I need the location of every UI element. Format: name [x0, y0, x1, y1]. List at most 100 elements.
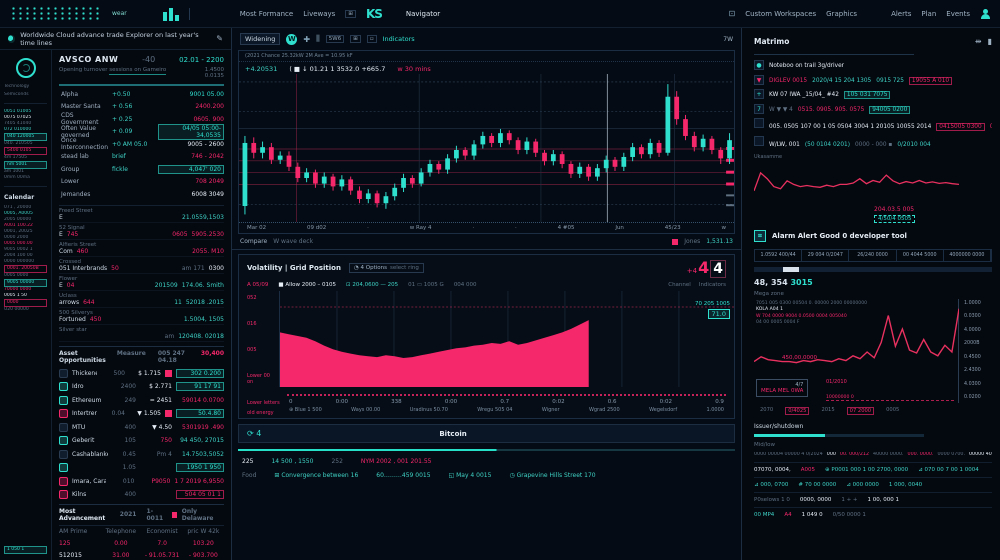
- stats-row[interactable]: 00 MP4 A4 1 049 0 0/50 0000 1: [754, 506, 992, 522]
- horizontal-scrollbar[interactable]: [754, 266, 992, 272]
- rail-number[interactable]: 0005, A0005: [4, 211, 33, 216]
- footer-stat[interactable]: Food: [242, 472, 257, 479]
- asset-row[interactable]: Cashablanked 0.45 Pm 4 14.7503,5052: [59, 448, 224, 462]
- rail-number[interactable]: 0005 000.00: [4, 241, 33, 246]
- legend-item[interactable]: 004 000: [453, 282, 477, 288]
- column-header[interactable]: 00 4044 5000: [897, 249, 944, 261]
- footer-stat[interactable]: ◷ Grapevine Hills Street 170: [509, 472, 596, 479]
- alert-row[interactable]: ● Noteboo on trail 3g/driver: [754, 60, 992, 70]
- asset-row[interactable]: Intertrend 0.04 ▼ 1.505 50.4.80: [59, 407, 224, 421]
- nav-item-workspaces[interactable]: Custom Workspaces: [745, 9, 817, 18]
- indicators-link[interactable]: Indicators: [382, 35, 415, 43]
- sparkline-chart[interactable]: [754, 160, 959, 204]
- refresh-icon[interactable]: ⟳ 4: [247, 429, 262, 438]
- asset-row[interactable]: Geberit 105 750 94 450, 27015: [59, 434, 224, 448]
- user-avatar-icon[interactable]: [980, 8, 990, 19]
- asset-row[interactable]: 1.05 1950 1 950: [59, 461, 224, 475]
- stat-row[interactable]: Lower 708 2049: [59, 176, 224, 189]
- alert-row[interactable]: ▼ DIGLEV 0015 2020/4 15 204 1305 0915 72…: [754, 74, 992, 85]
- alert-row[interactable]: W/LW, 001 (50 0104 0201) 0000 - 000 ▪ 0/…: [754, 135, 992, 148]
- rail-number[interactable]: A001 100.22: [4, 223, 33, 228]
- assets-measure[interactable]: Measure: [116, 349, 146, 357]
- stat-row[interactable]: Group fickle 4,047' 020: [59, 163, 224, 176]
- asset-row[interactable]: Idro 2400 $ 2.771 91 17 91: [59, 380, 224, 394]
- legend-item[interactable]: 01 ▭ 1005 G: [408, 282, 444, 288]
- legend-item[interactable]: ⊡ 204,0600 — 205: [346, 282, 399, 288]
- assets-title[interactable]: Asset Opportunities: [59, 349, 106, 364]
- rail-number[interactable]: 0001, 20025: [4, 229, 33, 234]
- asset-row[interactable]: Imara, Caravan 010 P9050 1 7 2019 6,9550: [59, 475, 224, 489]
- stat-row[interactable]: Master Santa + 0.56 2400.200: [59, 101, 224, 114]
- plus-icon[interactable]: ✚: [303, 34, 311, 44]
- trend-callout-box[interactable]: 4/7 MELA MEL 0WA: [756, 378, 809, 397]
- trend-line-chart[interactable]: [754, 299, 959, 403]
- calendar-label[interactable]: Calendar: [4, 194, 35, 201]
- list-item[interactable]: Silver star am 120408. 02018: [59, 325, 224, 342]
- asset-row[interactable]: Ethereum 249 = 2451 59014 0.0700: [59, 394, 224, 408]
- bitcoin-bar[interactable]: ⟳ 4 Bitcoin: [238, 424, 735, 443]
- legend-interval[interactable]: w 30 mins: [397, 65, 431, 73]
- stat-row[interactable]: Jemandes 6008 3049: [59, 188, 224, 201]
- mini-table-row[interactable]: 512015 31.00 - 91.05.731 - 903.700: [59, 550, 224, 560]
- alarm-row[interactable]: ⌗ Alarm Alert Good 0 developer tool: [754, 229, 992, 242]
- nav-item-liveways[interactable]: Liveways: [303, 9, 336, 18]
- rail-chip[interactable]: am 1001: [4, 169, 25, 174]
- rail-number[interactable]: 9005 00000: [4, 279, 47, 287]
- legend-item[interactable]: ■ Allow 2000 – 0105: [278, 282, 336, 288]
- rail-number[interactable]: 70000 0000: [4, 287, 32, 292]
- rail-number[interactable]: 0001. 20050B: [4, 265, 47, 273]
- nav-navigator[interactable]: Navigator: [405, 9, 441, 18]
- stat-row[interactable]: Once Interconnection +0 AM 05.0 9005 - 2…: [59, 137, 224, 151]
- list-item[interactable]: Alfieris Street Com 460 2055. M10: [59, 240, 224, 257]
- rail-number[interactable]: 2005 00000: [4, 217, 32, 222]
- rail-number[interactable]: 0000 2000: [4, 235, 29, 240]
- rail-number[interactable]: 2004 100 00: [4, 253, 33, 258]
- rail-chip[interactable]: 0075 07025: [4, 115, 32, 120]
- stat-row[interactable]: Often Value governed + 0.09 04/05 05:00-…: [59, 123, 224, 140]
- rail-chip[interactable]: 0051 01005: [4, 109, 32, 114]
- advancement-row[interactable]: Most Advancement 2021 1-0011 Only Delawa…: [59, 503, 224, 522]
- alert-row[interactable]: 7 W ▼ ▼ 4 0515. 0905. 905. 0575 94005 02…: [754, 103, 992, 114]
- square-icon[interactable]: ▫: [366, 35, 377, 43]
- alert-row[interactable]: 005. 0505 107 00 1 05 0504 3004 1 20105 …: [754, 118, 992, 131]
- rail-number[interactable]: U20 00000: [4, 307, 29, 312]
- bar-chart-logo-icon[interactable]: [162, 7, 179, 21]
- list-item[interactable]: Freed Street E 21.0559,1503: [59, 206, 224, 223]
- list-item[interactable]: 52 Signal E 745 0605 5905.2530: [59, 223, 224, 240]
- rail-number[interactable]: 071 , 20000: [4, 205, 32, 210]
- rail-chip[interactable]: 072 010000: [4, 127, 32, 132]
- rail-number[interactable]: 0000: [4, 299, 47, 307]
- candlestick-icon[interactable]: ⫼: [316, 34, 320, 43]
- options-chip[interactable]: ◔ 4 Options select ring: [348, 263, 424, 273]
- asset-row[interactable]: MTU 400 ▼ 4.50 5301919 .490: [59, 421, 224, 435]
- compare-strip[interactable]: Compare W wave deck Jones 1,531.13: [232, 234, 741, 250]
- nav-item-events[interactable]: Events: [946, 9, 970, 18]
- notice-bar[interactable]: Worldwide Cloud advance trade Explorer o…: [0, 28, 231, 50]
- column-header[interactable]: 1.0592 400/44: [755, 249, 803, 261]
- stat-row[interactable]: Alpha +0.50 9001 05.00: [59, 88, 224, 101]
- candlestick-chart[interactable]: [239, 74, 734, 222]
- stat-row[interactable]: CDS Government + 0.25 0605. 900: [59, 112, 224, 126]
- nav-item-graphics[interactable]: Graphics: [826, 9, 858, 18]
- rail-number[interactable]: 0005 1 50: [4, 293, 27, 298]
- channel-label[interactable]: Channel: [668, 282, 691, 288]
- circle-logo-icon[interactable]: [15, 58, 36, 78]
- mini-table-row[interactable]: AM Prime Telephone Economist pric W 42k: [59, 526, 224, 538]
- list-item[interactable]: Flower E 04 201509 174.06. Smith: [59, 274, 224, 291]
- pen-icon[interactable]: ✎: [216, 34, 223, 43]
- stats-row[interactable]: ⊿ 000, 0700 # 70 00 0000 ⊿ 000 0000 1 00…: [754, 476, 992, 492]
- fullscreen-icon[interactable]: ⊡: [728, 9, 736, 18]
- grid-icon[interactable]: ⊞: [350, 35, 361, 43]
- nav-item-formance[interactable]: Most Formance: [239, 9, 294, 18]
- nav-item-alerts[interactable]: Alerts: [891, 9, 912, 18]
- scrollbar-thumb[interactable]: [782, 266, 800, 272]
- grid-badge-icon[interactable]: ⊞: [345, 9, 356, 18]
- indicators-label[interactable]: Indicators: [698, 282, 726, 288]
- alert-row[interactable]: + KW 07 IWA _15/04_ #42 105 031 7075: [754, 89, 992, 99]
- footer-stat[interactable]: ◱ May 4 0015: [448, 472, 492, 479]
- rail-chip[interactable]: 4m 17505: [4, 155, 27, 160]
- stats-row[interactable]: 07070, 0004, A005 ⊕ P0001 000 1 00 2700,…: [754, 461, 992, 477]
- stats-row[interactable]: P0selows 1 0 0000, 0000 1 + + 1 00, 000 …: [754, 491, 992, 507]
- list-item[interactable]: Uclass arrows 644 11 52018 .2015: [59, 291, 224, 308]
- app-grid-icon[interactable]: [10, 6, 102, 21]
